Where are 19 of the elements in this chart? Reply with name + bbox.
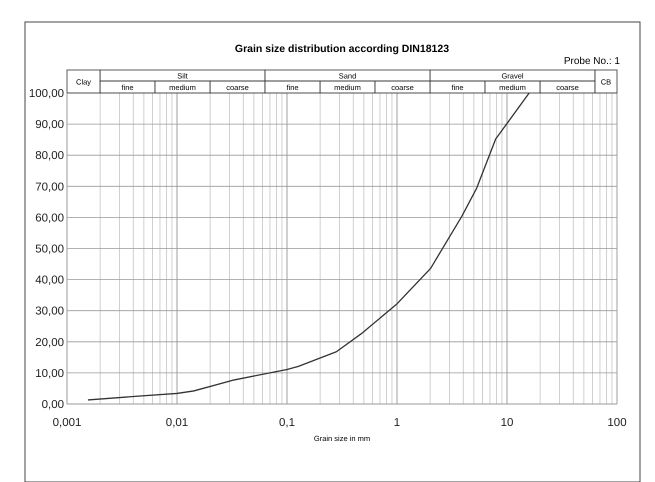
chart-title: Grain size distribution according DIN18123 xyxy=(234,43,450,55)
y-tick-label: 40,00 xyxy=(35,274,64,287)
y-tick-label: 70,00 xyxy=(35,181,64,194)
chart-subtitle: Probe No.: 1 xyxy=(564,56,620,67)
y-tick-label: 90,00 xyxy=(35,119,64,132)
y-tick-label: 0,00 xyxy=(42,399,64,411)
y-tick-label: 50,00 xyxy=(35,244,64,256)
y-tick-label: 20,00 xyxy=(35,336,64,349)
x-tick-label: 0,1 xyxy=(279,417,295,429)
y-tick-label: 10,00 xyxy=(35,368,64,380)
x-tick-label: 1 xyxy=(394,417,400,429)
y-tick-label: 60,00 xyxy=(35,212,64,224)
x-tick-label: 100 xyxy=(607,417,627,429)
x-tick-label: 10 xyxy=(500,417,514,429)
y-tick-label: 80,00 xyxy=(35,150,64,162)
y-tick-label: 100,00 xyxy=(28,88,64,100)
x-tick-label: 0,001 xyxy=(52,417,82,429)
x-tick-label: 0,01 xyxy=(166,417,188,429)
y-tick-label: 30,00 xyxy=(35,306,64,318)
